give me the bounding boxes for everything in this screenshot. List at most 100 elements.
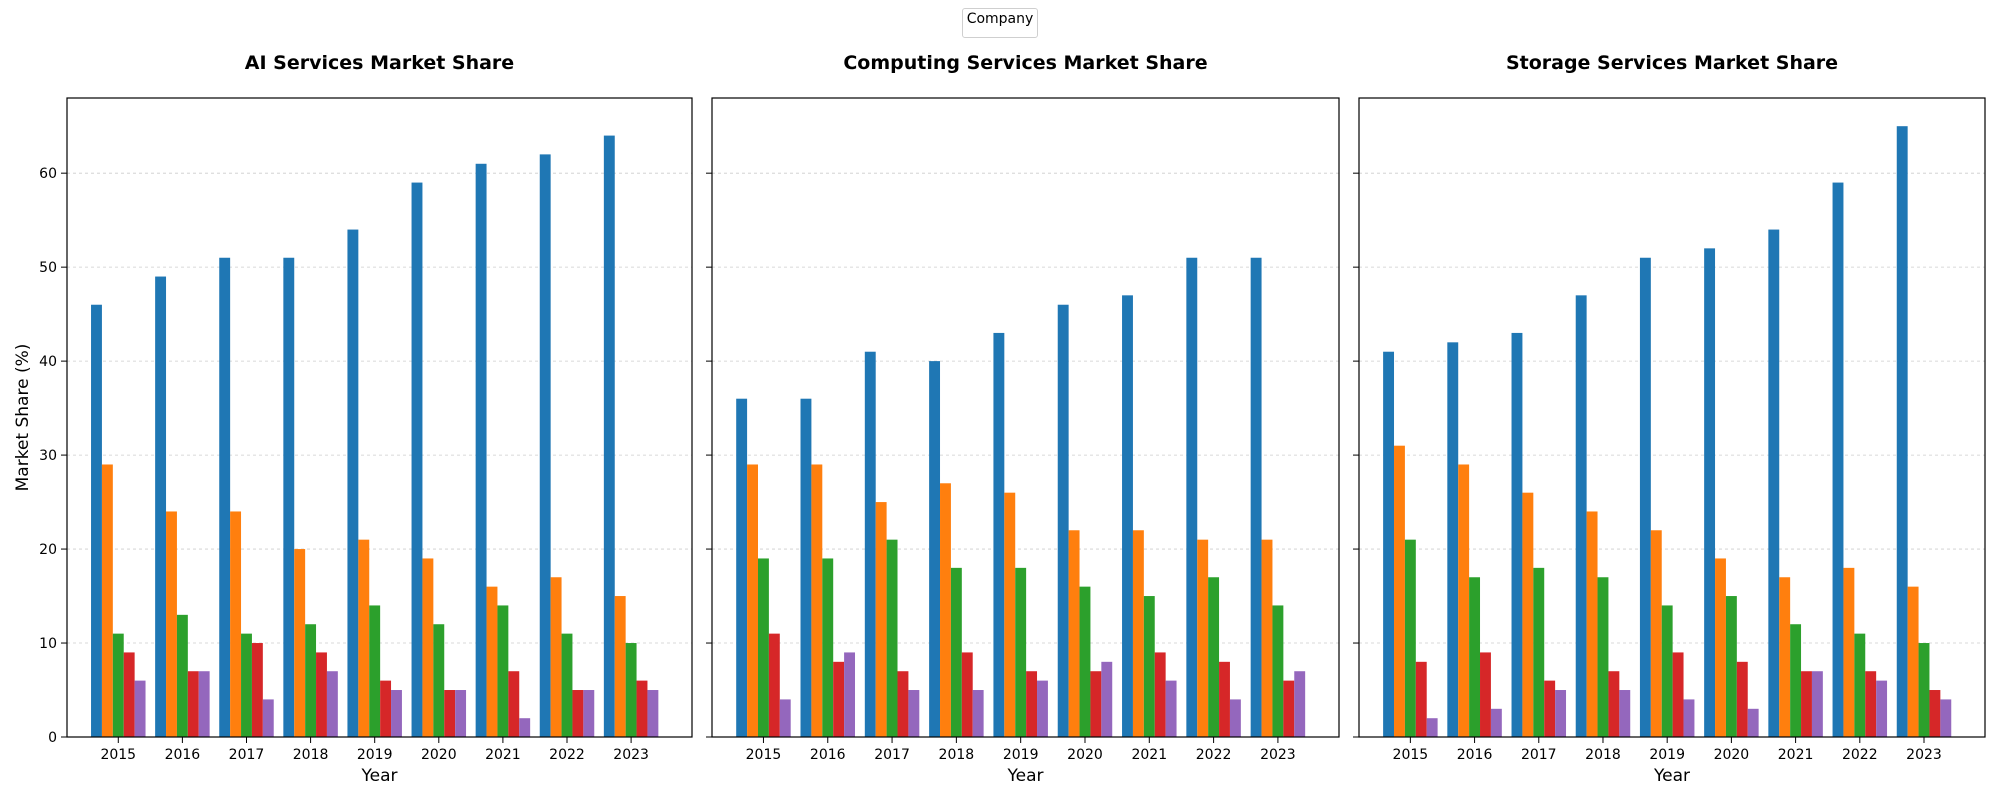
- bar: [1426, 718, 1438, 737]
- bar: [1229, 699, 1241, 737]
- bar: [1801, 671, 1812, 737]
- bar: [305, 624, 317, 737]
- bar: [886, 539, 898, 737]
- bar: [497, 605, 509, 737]
- bar: [1736, 661, 1748, 737]
- x-tick-label: 2015: [746, 747, 782, 763]
- bar: [241, 633, 252, 737]
- x-tick-label: 2022: [549, 747, 585, 763]
- bar: [636, 680, 648, 737]
- bar: [897, 671, 909, 737]
- bar: [283, 257, 295, 737]
- y-tick-label: 60: [39, 166, 57, 182]
- bar: [583, 690, 595, 737]
- bar: [486, 586, 498, 737]
- bar: [198, 671, 210, 737]
- y-tick-label: 0: [48, 730, 57, 746]
- bar: [411, 182, 423, 737]
- x-tick-label: 2022: [1842, 747, 1878, 763]
- bar: [219, 257, 231, 737]
- bar: [1394, 445, 1405, 737]
- bar: [1832, 182, 1844, 737]
- x-tick-label: 2017: [229, 747, 265, 763]
- bar: [929, 361, 941, 737]
- y-tick-label: 20: [39, 542, 57, 558]
- chart-title: Storage Services Market Share: [1506, 52, 1838, 74]
- x-tick-label: 2015: [1393, 747, 1429, 763]
- x-tick-label: 2023: [1906, 747, 1942, 763]
- bar: [972, 690, 984, 737]
- x-axis-label: Year: [361, 766, 398, 786]
- bar: [1480, 652, 1491, 737]
- bar: [1661, 605, 1673, 737]
- x-tick-label: 2021: [1131, 747, 1167, 763]
- bar: [1544, 680, 1556, 737]
- bar: [294, 549, 306, 737]
- bar: [1197, 539, 1209, 737]
- bar: [1511, 332, 1523, 737]
- bar: [822, 558, 834, 737]
- bar: [1015, 567, 1027, 737]
- x-tick-label: 2019: [1649, 747, 1685, 763]
- bar: [1586, 511, 1598, 737]
- bar: [993, 332, 1005, 737]
- bar: [1458, 464, 1470, 737]
- chart-title: AI Services Market Share: [245, 52, 514, 74]
- x-tick-label: 2016: [165, 747, 201, 763]
- bar: [1533, 567, 1545, 737]
- x-tick-label: 2018: [939, 747, 975, 763]
- plot-frame: [1358, 97, 1986, 738]
- bar: [1283, 680, 1295, 737]
- chart-title: Computing Services Market Share: [843, 52, 1207, 74]
- bar: [112, 633, 124, 737]
- bar: [1415, 661, 1427, 737]
- bar: [1037, 680, 1048, 737]
- plot-frame: [66, 97, 693, 738]
- bar: [358, 539, 370, 737]
- bar: [1768, 229, 1780, 737]
- bar: [1639, 257, 1651, 737]
- bar: [1854, 633, 1866, 737]
- x-tick-label: 2017: [1521, 747, 1557, 763]
- bar: [134, 680, 146, 737]
- bar: [1876, 680, 1888, 737]
- bar: [251, 643, 263, 737]
- bar: [572, 690, 584, 737]
- plot-frame: [711, 97, 1340, 738]
- bar: [844, 652, 856, 737]
- bar: [380, 680, 392, 737]
- x-tick-label: 2016: [1457, 747, 1493, 763]
- bar: [1057, 304, 1069, 737]
- bar: [230, 511, 242, 737]
- bar: [1672, 652, 1684, 737]
- bar: [768, 633, 780, 737]
- bar: [187, 671, 199, 737]
- bar: [561, 633, 573, 737]
- bar: [1843, 567, 1855, 737]
- bar: [1101, 661, 1113, 737]
- bar: [864, 351, 876, 737]
- x-tick-label: 2016: [810, 747, 846, 763]
- bar: [1490, 708, 1502, 737]
- bar: [1186, 257, 1198, 737]
- bar: [1068, 530, 1080, 737]
- bar: [1143, 596, 1155, 737]
- legend-title: Company: [966, 11, 1034, 27]
- bar: [1404, 539, 1416, 737]
- x-tick-label: 2020: [421, 747, 457, 763]
- x-tick-label: 2019: [1003, 747, 1039, 763]
- bar: [262, 699, 274, 737]
- bar: [166, 511, 177, 737]
- bar: [908, 690, 920, 737]
- bar: [1650, 530, 1662, 737]
- x-tick-label: 2021: [1778, 747, 1814, 763]
- bar: [475, 163, 487, 737]
- bar: [369, 605, 381, 737]
- bar: [1619, 690, 1631, 737]
- bar: [1261, 539, 1273, 737]
- x-tick-label: 2018: [1585, 747, 1621, 763]
- bar: [444, 690, 456, 737]
- x-tick-label: 2021: [485, 747, 521, 763]
